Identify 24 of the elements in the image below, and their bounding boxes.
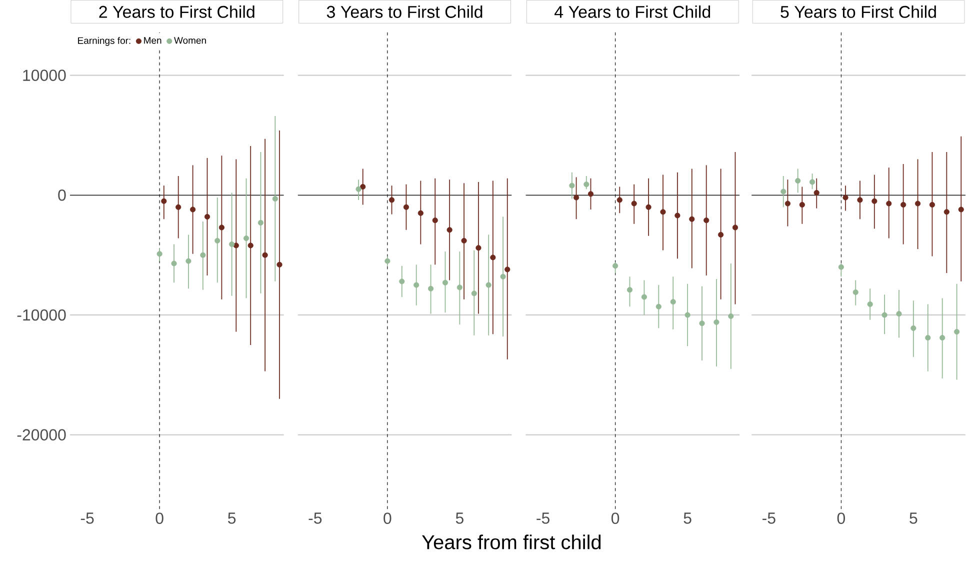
legend-label: Men bbox=[144, 37, 162, 44]
x-tick-label: 0 bbox=[156, 512, 164, 524]
y-tick-label: -10000 bbox=[17, 309, 66, 321]
x-tick-label: 5 bbox=[456, 512, 464, 524]
x-tick-label: -5 bbox=[80, 512, 94, 524]
x-tick-label: 5 bbox=[910, 512, 918, 524]
chart-title: 3 Years to First Child bbox=[326, 5, 482, 18]
x-tick-label: 5 bbox=[228, 512, 236, 524]
x-tick-label: 0 bbox=[837, 512, 845, 524]
chart-title: 2 Years to First Child bbox=[99, 5, 254, 18]
chart-title: 4 Years to First Child bbox=[554, 5, 710, 18]
x-tick-label: -5 bbox=[536, 512, 550, 524]
chart-title: 5 Years to First Child bbox=[780, 5, 936, 18]
legend-title: Earnings for: bbox=[78, 36, 130, 46]
y-tick-label: -20000 bbox=[17, 429, 66, 440]
y-tick-label: 10000 bbox=[23, 70, 66, 81]
x-tick-label: 0 bbox=[611, 512, 620, 524]
x-tick-label: -5 bbox=[762, 512, 776, 524]
y-tick-label: 0 bbox=[58, 189, 66, 201]
legend-label: Women bbox=[174, 37, 206, 44]
x-tick-label: -5 bbox=[308, 512, 322, 524]
x-axis-title: Years from first child bbox=[422, 534, 601, 550]
x-tick-label: 5 bbox=[684, 512, 692, 524]
x-tick-label: 0 bbox=[384, 512, 392, 524]
